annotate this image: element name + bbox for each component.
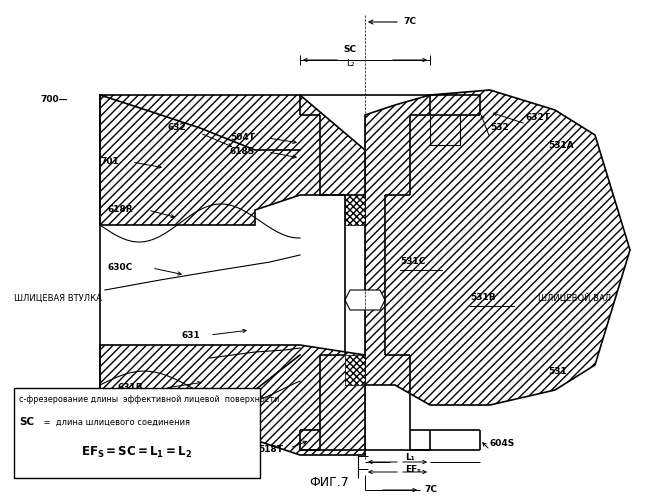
Text: 604S: 604S — [490, 440, 515, 448]
Text: ШЛИЦЕВОЙ ВАЛ: ШЛИЦЕВОЙ ВАЛ — [538, 293, 612, 303]
Text: =  длина шлицевого соединения: = длина шлицевого соединения — [41, 418, 190, 426]
Polygon shape — [365, 90, 630, 405]
Text: 618R: 618R — [108, 206, 134, 214]
Text: SC: SC — [19, 417, 34, 427]
Text: SC: SC — [343, 46, 357, 54]
Text: 631: 631 — [182, 330, 201, 340]
Text: 531B: 531B — [470, 294, 496, 302]
Text: 618S: 618S — [230, 148, 255, 156]
Text: L₂: L₂ — [346, 58, 355, 68]
Polygon shape — [100, 345, 365, 455]
Text: 632: 632 — [168, 124, 186, 132]
Polygon shape — [100, 95, 365, 225]
Text: 7C: 7C — [403, 18, 416, 26]
Text: 604R: 604R — [155, 446, 181, 454]
Text: 504T: 504T — [230, 134, 255, 142]
Text: EFₛ: EFₛ — [405, 466, 420, 474]
Text: ШЛИЦЕВАЯ ВТУЛКА: ШЛИЦЕВАЯ ВТУЛКА — [14, 294, 102, 302]
Text: 631B: 631B — [118, 384, 144, 392]
Text: с-фрезерование длины  эффективной лицевой  поверхности: с-фрезерование длины эффективной лицевой… — [19, 396, 279, 404]
Polygon shape — [345, 355, 365, 385]
Text: 535: 535 — [180, 416, 199, 424]
Text: 7C: 7C — [424, 486, 437, 494]
Text: 701: 701 — [100, 158, 119, 166]
Text: 531C: 531C — [400, 258, 425, 266]
Polygon shape — [345, 195, 365, 225]
Text: ФИГ.7: ФИГ.7 — [309, 476, 349, 488]
Polygon shape — [345, 290, 385, 310]
FancyBboxPatch shape — [14, 388, 260, 478]
Text: 700—: 700— — [40, 96, 68, 104]
Text: 531: 531 — [548, 368, 567, 376]
Text: 531A: 531A — [548, 140, 574, 149]
Text: L₁: L₁ — [405, 454, 415, 462]
Text: 518T: 518T — [258, 446, 283, 454]
Text: 632T: 632T — [526, 114, 551, 122]
Text: 630C: 630C — [108, 264, 133, 272]
Text: $\mathbf{EF_S = SC = L_1 = L_2}$: $\mathbf{EF_S = SC = L_1 = L_2}$ — [82, 444, 192, 460]
Text: 532: 532 — [490, 124, 509, 132]
